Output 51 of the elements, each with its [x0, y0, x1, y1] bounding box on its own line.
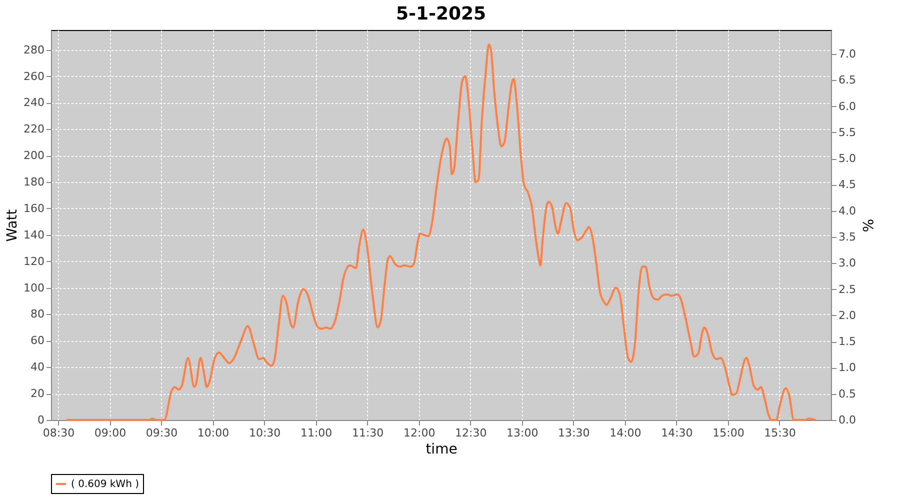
y2-tick-label: 4.0 [838, 204, 856, 218]
x-tick-label: 08:30 [42, 426, 75, 440]
x-tick-label: 15:00 [712, 426, 744, 440]
x-tick-label: 12:30 [455, 426, 487, 440]
x-tick-label: 10:30 [248, 426, 281, 440]
x-tick-label: 12:00 [403, 426, 436, 440]
y-tick-label: 100 [24, 281, 44, 294]
x-axis-title: time [426, 442, 458, 458]
y2-tick-label: 3.5 [838, 230, 856, 244]
y2-tick-label: 1.0 [838, 361, 856, 374]
y2-tick-label: 1.5 [838, 335, 856, 348]
y-tick-label: 60 [30, 334, 44, 348]
y2-tick-label: 5.5 [838, 126, 856, 139]
y2-tick-label: 2.5 [838, 282, 856, 296]
y2-axis-title: % [858, 218, 875, 232]
y-tick-label: 260 [24, 70, 44, 83]
y2-tick-label: 0.0 [838, 414, 856, 426]
x-tick-label: 15:30 [764, 426, 796, 440]
y2-tick-label: 6.5 [838, 74, 856, 87]
y-tick-label: 0 [38, 414, 44, 426]
x-tick-label: 09:30 [146, 426, 178, 440]
y-tick-label: 80 [30, 308, 44, 321]
y2-tick-label: 6.0 [838, 100, 856, 113]
x-tick-label: 11:30 [352, 426, 384, 440]
x-tick-label: 14:30 [661, 426, 693, 440]
y2-tick-label: 3.0 [838, 256, 856, 270]
x-tick-label: 13:30 [558, 426, 590, 440]
y-tick-label: 220 [24, 122, 44, 136]
y-tick-label: 20 [30, 387, 44, 400]
y2-tick-label: 2.0 [838, 308, 856, 322]
y-tick-label: 240 [24, 96, 44, 110]
line-series [65, 44, 817, 421]
x-tick-label: 11:00 [300, 426, 332, 440]
x-tick-label: 14:00 [610, 426, 642, 440]
y2-tick-label: 5.0 [838, 152, 856, 166]
y-tick-label: 280 [24, 43, 44, 56]
y-tick-label: 120 [24, 254, 44, 268]
y2-tick-label: 7.0 [838, 48, 856, 61]
y-tick-label: 40 [30, 360, 44, 374]
x-tick-label: 10:00 [197, 426, 230, 440]
legend-label: ( 0.609 kWh ) [71, 479, 140, 490]
y2-tick-label: 4.5 [838, 178, 856, 192]
y-tick-label: 180 [24, 176, 44, 189]
y-tick-label: 200 [24, 149, 44, 162]
y-tick-label: 140 [24, 228, 44, 242]
chart-title: 5-1-2025 [396, 3, 486, 24]
y2-tick-label: 0.5 [838, 387, 856, 400]
y-axis-title: Watt [4, 208, 21, 242]
y-tick-label: 160 [24, 202, 44, 215]
x-tick-label: 13:00 [506, 426, 538, 440]
x-tick-label: 09:00 [94, 426, 126, 440]
